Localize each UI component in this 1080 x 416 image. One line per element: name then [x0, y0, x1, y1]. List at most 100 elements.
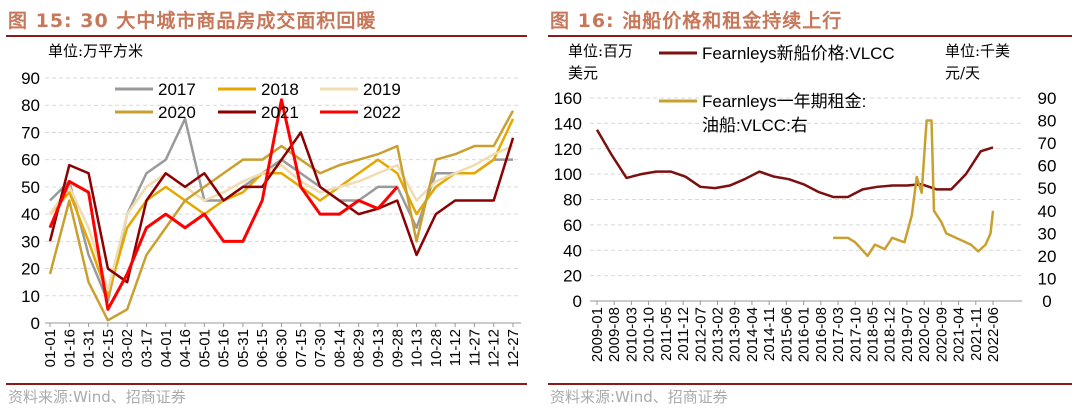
right-x-tick-label: 2012-07 — [692, 307, 709, 362]
left-x-tick-label: 03-17 — [138, 329, 155, 367]
left-chart-title: 图 15: 30 大中城市商品房成交面积回暖 — [8, 10, 377, 32]
right-chart-title: 图 16: 油船价格和租金持续上行 — [550, 10, 843, 32]
right-x-tick-label: 2018-12 — [882, 307, 899, 362]
left-unit-label: 单位:万平方米 — [48, 42, 144, 60]
right-right-y-tick-label: 50 — [1038, 179, 1057, 198]
right-x-tick-label: 2017-03 — [830, 307, 847, 362]
left-x-tick-label: 06-30 — [274, 329, 291, 367]
left-x-tick-label: 01-01 — [42, 329, 59, 367]
left-x-tick-label: 03-02 — [119, 329, 136, 367]
right-source: 资料来源:Wind、招商证券 — [550, 388, 728, 406]
left-y-tick-label: 10 — [21, 287, 40, 306]
right-x-tick-label: 2016-08 — [813, 307, 830, 362]
left-y-tick-label: 0 — [31, 314, 40, 333]
legend-label-2022: 2022 — [363, 103, 401, 122]
legend-label-charter-line2: 油船:VLCC:右 — [702, 116, 808, 135]
right-left-y-tick-label: 20 — [563, 267, 582, 286]
left-bottom-rule — [6, 383, 527, 385]
legend-label-2021: 2021 — [261, 103, 299, 122]
left-series-line-2021 — [48, 131, 515, 284]
left-x-tick-label: 11-27 — [466, 329, 483, 366]
right-right-unit-label: 单位:千美元/天 — [945, 42, 1011, 82]
left-x-tick-label: 01-31 — [81, 329, 98, 367]
left-x-tick-label: 10-28 — [428, 329, 445, 367]
right-series-line-left — [595, 129, 994, 199]
left-y-tick-label: 20 — [21, 260, 40, 279]
right-bottom-rule — [548, 383, 1072, 385]
left-series-line-2022 — [48, 98, 399, 311]
right-x-tick-label: 2010-03 — [623, 307, 640, 362]
legend-label-2020: 2020 — [158, 103, 196, 122]
left-x-tick-label: 04-16 — [177, 329, 194, 367]
right-left-y-tick-label: 100 — [554, 165, 582, 184]
left-x-tick-label: 05-31 — [235, 329, 252, 367]
left-x-tick-label: 01-16 — [61, 329, 78, 367]
right-left-y-tick-label: 140 — [554, 114, 582, 133]
right-x-tick-label: 2020-02 — [916, 307, 933, 362]
right-title-rule — [548, 35, 1072, 37]
left-x-tick-label: 12-27 — [505, 329, 522, 367]
left-x-tick-label: 07-15 — [293, 329, 310, 367]
right-x-tick-label: 2021-04 — [951, 307, 968, 362]
right-x-tick-label: 2009-08 — [606, 307, 623, 362]
left-series-line-2020 — [48, 110, 515, 322]
left-y-tick-label: 60 — [21, 151, 40, 170]
left-x-tick-label: 06-15 — [254, 329, 271, 367]
left-y-tick-label: 80 — [21, 96, 40, 115]
right-right-y-tick-label: 10 — [1038, 269, 1057, 288]
right-right-y-tick-label: 20 — [1038, 247, 1057, 266]
right-left-y-tick-label: 160 — [554, 89, 582, 108]
right-right-y-tick-label: 90 — [1038, 89, 1057, 108]
left-y-tick-label: 40 — [21, 205, 40, 224]
legend-label-charter-line1: Fearnleys一年期租金: — [702, 92, 866, 111]
left-y-tick-label: 90 — [21, 69, 40, 88]
right-right-y-tick-label: 40 — [1038, 202, 1057, 221]
right-right-y-tick-label: 80 — [1038, 112, 1057, 131]
left-x-tick-label: 09-13 — [370, 329, 387, 367]
legend-label-newbuild: Fearnleys新船价格:VLCC — [702, 44, 895, 63]
left-x-tick-label: 08-29 — [351, 329, 368, 367]
right-x-tick-label: 2018-05 — [864, 307, 881, 362]
right-left-y-tick-label: 80 — [563, 191, 582, 210]
right-x-tick-label: 2013-09 — [727, 307, 744, 362]
right-x-tick-label: 2017-10 — [847, 307, 864, 362]
left-x-tick-label: 10-13 — [409, 329, 426, 367]
right-left-y-tick-label: 60 — [563, 216, 582, 235]
right-x-tick-label: 2014-04 — [744, 307, 761, 362]
right-x-tick-label: 2009-01 — [589, 307, 606, 362]
left-x-tick-label: 11-12 — [447, 329, 464, 366]
right-x-tick-label: 2016-01 — [796, 307, 813, 362]
left-y-tick-label: 30 — [21, 232, 40, 251]
right-left-unit-label: 单位:百万美元 — [568, 42, 634, 82]
left-series-line-2019 — [48, 144, 514, 292]
legend-label-2018: 2018 — [261, 80, 299, 99]
right-left-y-tick-label: 0 — [573, 292, 582, 311]
left-x-tick-label: 08-14 — [331, 329, 348, 367]
right-x-tick-label: 2011-05 — [658, 307, 675, 361]
left-x-tick-label: 04-01 — [158, 329, 175, 367]
right-right-y-tick-label: 30 — [1038, 224, 1057, 243]
legend-label-2019: 2019 — [363, 80, 401, 99]
right-x-tick-label: 2013-02 — [710, 307, 727, 362]
left-y-tick-label: 70 — [21, 123, 40, 142]
right-left-y-tick-label: 120 — [554, 140, 582, 159]
left-title-rule — [6, 35, 527, 37]
right-right-y-tick-label: 60 — [1038, 157, 1057, 176]
right-left-y-tick-label: 40 — [563, 241, 582, 260]
right-right-y-tick-label: 0 — [1042, 292, 1051, 311]
left-x-tick-label: 05-16 — [216, 329, 233, 367]
left-x-tick-label: 12-12 — [486, 329, 503, 367]
left-x-tick-label: 02-15 — [100, 329, 117, 367]
right-x-tick-label: 2015-06 — [778, 307, 795, 362]
right-x-tick-label: 2021-11 — [968, 307, 985, 361]
right-x-tick-label: 2011-12 — [675, 307, 692, 361]
left-series-line-2018 — [49, 118, 515, 298]
right-x-tick-label: 2019-07 — [899, 307, 916, 362]
right-x-tick-label: 2022-06 — [985, 307, 1002, 362]
right-x-tick-label: 2010-10 — [641, 307, 658, 362]
left-y-tick-label: 50 — [21, 178, 40, 197]
left-x-tick-label: 07-30 — [312, 329, 329, 367]
right-right-y-tick-label: 70 — [1038, 134, 1057, 153]
right-x-tick-label: 2020-09 — [933, 307, 950, 362]
